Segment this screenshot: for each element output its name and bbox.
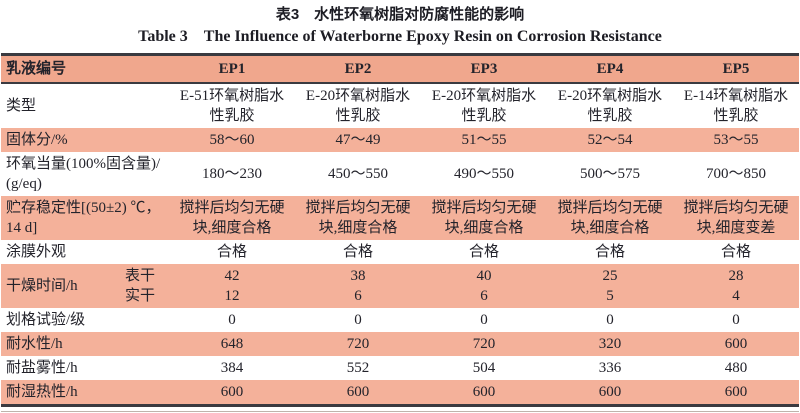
cell-value: E-14环氧树脂水性乳胶 <box>673 82 799 128</box>
cell-value: 合格 <box>169 239 295 264</box>
row-label-text: 干燥时间/h <box>6 277 78 294</box>
cell-value: 720 <box>295 331 421 356</box>
row-label: 类型 <box>1 82 169 128</box>
cell-value: 600 <box>673 331 799 356</box>
cell-value: 搅拌后均匀无硬块,细度合格 <box>421 195 547 240</box>
row-label: 环氧当量(100%固含量)/(g/eq) <box>1 151 169 196</box>
cell-value: E-20环氧树脂水性乳胶 <box>295 82 421 128</box>
cell-value: 180～230 <box>169 151 295 196</box>
cell-value: 28 4 <box>673 263 799 308</box>
cell-value: 490～550 <box>421 151 547 196</box>
table-row: 类型 E-51环氧树脂水性乳胶 E-20环氧树脂水性乳胶 E-20环氧树脂水性乳胶 E-… <box>1 82 799 128</box>
cell-subvalue: 4 <box>732 287 740 304</box>
cell-subvalue: 38 <box>350 267 366 284</box>
cell-value: 合格 <box>295 239 421 264</box>
cell-value: E-20环氧树脂水性乳胶 <box>547 82 673 128</box>
table-row: 耐盐雾性/h 384 552 504 336 480 <box>1 355 799 380</box>
cell-value: 480 <box>673 355 799 380</box>
column-header: EP3 <box>421 54 547 83</box>
table-row: 耐湿热性/h 600 600 600 600 600 <box>1 379 799 405</box>
row-label: 耐湿热性/h <box>1 379 169 405</box>
cell-value: 搅拌后均匀无硬块,细度合格 <box>295 195 421 240</box>
corrosion-resistance-table: 乳液编号 EP1 EP2 EP3 EP4 EP5 类型 E-51环氧树脂水性乳胶 E-20环氧… <box>1 53 799 407</box>
row-label: 干燥时间/h 表干实干 <box>1 263 169 308</box>
row-sublabel: 实干 <box>124 287 155 304</box>
cell-value: 320 <box>547 331 673 356</box>
cell-value: 42 12 <box>169 263 295 308</box>
cell-subvalue: 40 <box>476 267 492 284</box>
table-row: 环氧当量(100%固含量)/(g/eq) 180～230 450～550 490～55… <box>1 151 799 196</box>
cell-value: 600 <box>421 379 547 405</box>
cell-value: 720 <box>421 331 547 356</box>
row-sublabel: 表干 <box>124 267 155 284</box>
table-row: 固体分/% 58～60 47～49 51～55 52～54 53～55 <box>1 127 799 152</box>
cell-value: 53～55 <box>673 127 799 152</box>
table-row: 干燥时间/h 表干 实干 42 12 38 6 40 6 25 5 28 4 <box>1 263 799 308</box>
cell-value: 700～850 <box>673 151 799 196</box>
cell-value: 552 <box>295 355 421 380</box>
cell-value: 47～49 <box>295 127 421 152</box>
table-row: 耐水性/h 648 720 720 320 600 <box>1 331 799 356</box>
cell-value: 搅拌后均匀无硬块,细度合格 <box>547 195 673 240</box>
column-header-row-label: 乳液编号 <box>1 54 169 83</box>
table-row: 划格试验/级 0 0 0 0 0 <box>1 307 799 332</box>
cell-value: 500～575 <box>547 151 673 196</box>
cell-value: 0 <box>421 307 547 332</box>
cell-value: 336 <box>547 355 673 380</box>
cell-value: 40 6 <box>421 263 547 308</box>
column-header: EP5 <box>673 54 799 83</box>
cell-value: 58～60 <box>169 127 295 152</box>
cell-value: 384 <box>169 355 295 380</box>
cell-subvalue: 42 <box>224 267 240 284</box>
cell-value: 600 <box>673 379 799 405</box>
column-header: EP1 <box>169 54 295 83</box>
table-row: 涂膜外观 合格 合格 合格 合格 合格 <box>1 239 799 264</box>
cell-value: 450～550 <box>295 151 421 196</box>
cell-subvalue: 6 <box>354 287 362 304</box>
row-label: 涂膜外观 <box>1 239 169 264</box>
cell-subvalue: 28 <box>728 267 744 284</box>
cell-value: E-51环氧树脂水性乳胶 <box>169 82 295 128</box>
table-caption-en: Table 3 The Influence of Waterborne Epox… <box>138 28 662 45</box>
cell-value: 合格 <box>673 239 799 264</box>
cell-subvalue: 5 <box>606 287 614 304</box>
cell-value: 搅拌后均匀无硬块,细度合格 <box>169 195 295 240</box>
table-header-row: 乳液编号 EP1 EP2 EP3 EP4 EP5 <box>1 54 799 83</box>
cell-subvalue: 6 <box>480 287 488 304</box>
row-sublabels: 表干 实干 <box>125 266 155 306</box>
bottom-artifact-rule <box>1 410 799 412</box>
table-caption-zh: 表3 水性环氧树脂对防腐性能的影响 <box>275 6 525 23</box>
cell-value: 600 <box>547 379 673 405</box>
row-label: 贮存稳定性[(50±2) ℃，14 d] <box>1 195 169 240</box>
cell-subvalue: 12 <box>224 287 240 304</box>
cell-value: 51～55 <box>421 127 547 152</box>
cell-value: 52～54 <box>547 127 673 152</box>
cell-value: 0 <box>547 307 673 332</box>
cell-value: E-20环氧树脂水性乳胶 <box>421 82 547 128</box>
cell-value: 600 <box>295 379 421 405</box>
cell-value: 0 <box>295 307 421 332</box>
column-header: EP4 <box>547 54 673 83</box>
cell-value: 合格 <box>547 239 673 264</box>
row-label: 固体分/% <box>1 127 169 152</box>
row-label: 划格试验/级 <box>1 307 169 332</box>
cell-value: 0 <box>169 307 295 332</box>
cell-value: 25 5 <box>547 263 673 308</box>
cell-value: 648 <box>169 331 295 356</box>
table-row: 贮存稳定性[(50±2) ℃，14 d] 搅拌后均匀无硬块,细度合格 搅拌后均匀无硬… <box>1 195 799 240</box>
cell-value: 600 <box>169 379 295 405</box>
row-label: 耐盐雾性/h <box>1 355 169 380</box>
row-label: 耐水性/h <box>1 331 169 356</box>
cell-value: 搅拌后均匀无硬块,细度变差 <box>673 195 799 240</box>
cell-value: 38 6 <box>295 263 421 308</box>
column-header: EP2 <box>295 54 421 83</box>
cell-value: 合格 <box>421 239 547 264</box>
cell-value: 0 <box>673 307 799 332</box>
cell-value: 504 <box>421 355 547 380</box>
cell-subvalue: 25 <box>602 267 618 284</box>
